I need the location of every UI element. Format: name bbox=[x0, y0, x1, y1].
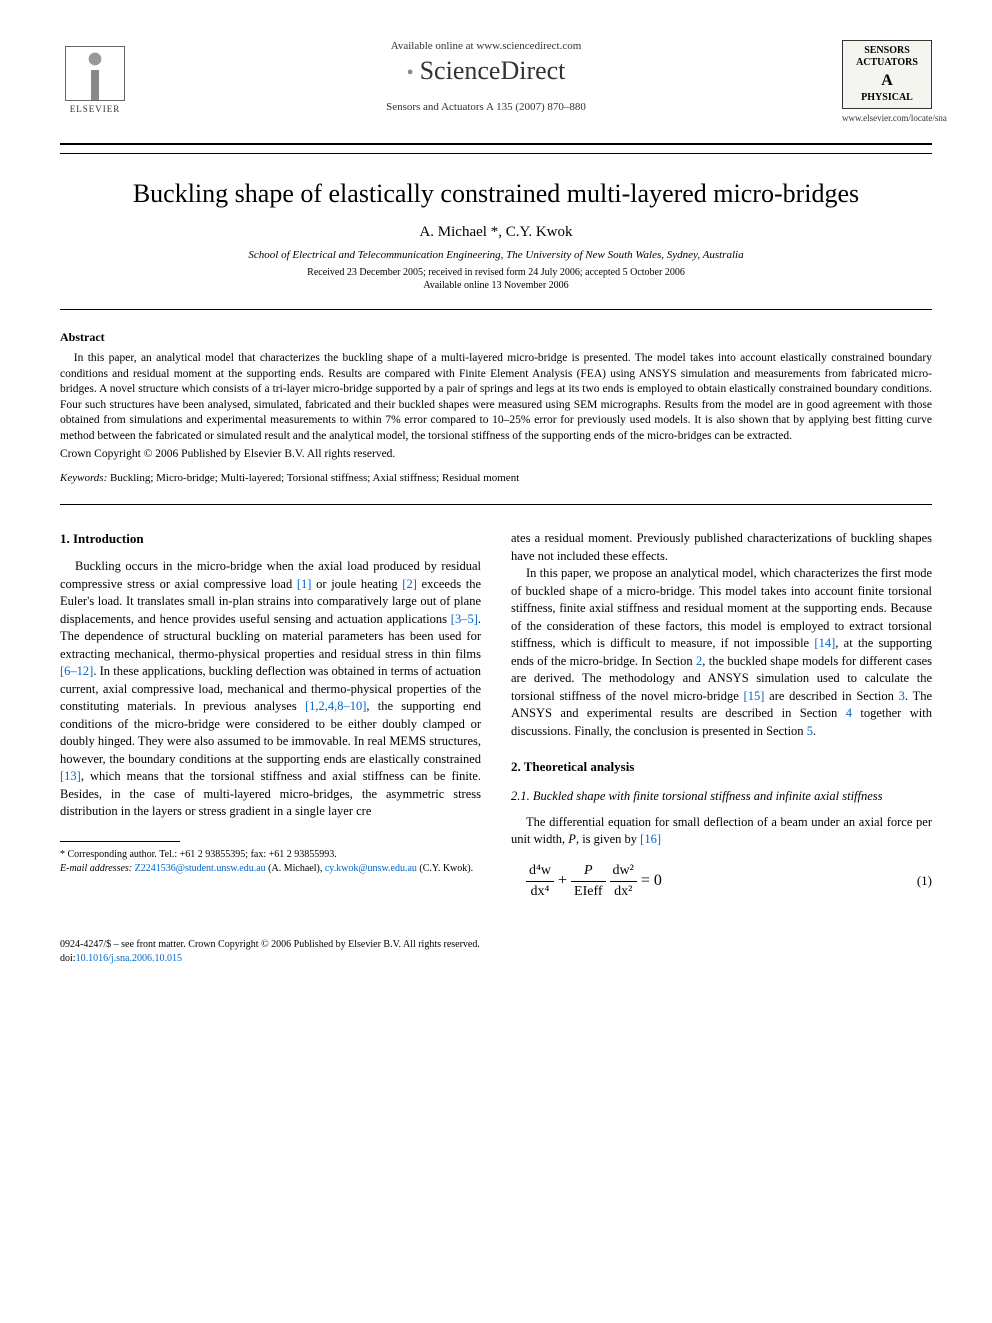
footer-copyright: 0924-4247/$ – see front matter. Crown Co… bbox=[60, 938, 932, 952]
citation-link[interactable]: [1,2,4,8–10] bbox=[305, 699, 366, 713]
rule-top-2 bbox=[60, 153, 932, 154]
email-link[interactable]: Z2241536@student.unsw.edu.au bbox=[135, 863, 266, 874]
corresponding-author-footnote: * Corresponding author. Tel.: +61 2 9385… bbox=[60, 848, 481, 876]
badge-line1: SENSORS bbox=[847, 45, 927, 57]
citation-link[interactable]: [16] bbox=[640, 832, 661, 846]
equals-zero: = 0 bbox=[641, 872, 662, 889]
abstract-copyright: Crown Copyright © 2006 Published by Else… bbox=[60, 448, 932, 460]
numerator: d⁴w bbox=[526, 861, 554, 882]
citation-link[interactable]: [1] bbox=[297, 577, 312, 591]
text: , which means that the torsional stiffne… bbox=[60, 769, 481, 818]
theory-paragraph-1: The differential equation for small defl… bbox=[511, 814, 932, 849]
intro-paragraph-2: In this paper, we propose an analytical … bbox=[511, 565, 932, 740]
abstract-text: In this paper, an analytical model that … bbox=[60, 351, 932, 444]
badge-line2: ACTUATORS bbox=[847, 57, 927, 69]
abstract-heading: Abstract bbox=[60, 330, 932, 345]
numerator: dw² bbox=[610, 861, 637, 882]
doi-label: doi: bbox=[60, 953, 76, 964]
text: . bbox=[813, 724, 816, 738]
numerator: P bbox=[571, 861, 606, 882]
rule-abstract-top bbox=[60, 309, 932, 310]
body-columns: 1. Introduction Buckling occurs in the m… bbox=[60, 530, 932, 913]
intro-paragraph-1: Buckling occurs in the micro-bridge when… bbox=[60, 558, 481, 821]
footer-doi: doi:10.1016/j.sna.2006.10.015 bbox=[60, 952, 932, 966]
equation-body: d⁴w dx⁴ + P EIeff dw² dx² = 0 bbox=[526, 861, 662, 901]
citation-link[interactable]: [3–5] bbox=[451, 612, 478, 626]
equation-1: d⁴w dx⁴ + P EIeff dw² dx² = 0 (1) bbox=[511, 861, 932, 901]
keywords-label: Keywords: bbox=[60, 472, 107, 484]
left-column: 1. Introduction Buckling occurs in the m… bbox=[60, 530, 481, 913]
intro-paragraph-1-cont: ates a residual moment. Previously publi… bbox=[511, 530, 932, 565]
equation-number: (1) bbox=[917, 872, 932, 890]
section-1-heading: 1. Introduction bbox=[60, 530, 481, 548]
elsevier-tree-icon bbox=[65, 46, 125, 101]
rule-top-1 bbox=[60, 143, 932, 145]
corr-author-line: * Corresponding author. Tel.: +61 2 9385… bbox=[60, 848, 481, 862]
authors: A. Michael *, C.Y. Kwok bbox=[60, 224, 932, 241]
footnote-separator bbox=[60, 841, 180, 842]
sciencedirect-logo: ScienceDirect bbox=[150, 56, 822, 86]
elsevier-label: ELSEVIER bbox=[70, 104, 121, 114]
citation-link[interactable]: [2] bbox=[402, 577, 417, 591]
variable-p: P bbox=[568, 832, 576, 846]
var: P bbox=[584, 863, 593, 878]
fraction-3: dw² dx² bbox=[610, 861, 637, 901]
dates-received: Received 23 December 2005; received in r… bbox=[60, 267, 932, 278]
available-online-text: Available online at www.sciencedirect.co… bbox=[150, 40, 822, 52]
section-2-heading: 2. Theoretical analysis bbox=[511, 758, 932, 776]
email-label: E-mail addresses: bbox=[60, 863, 135, 874]
badge-a: A bbox=[847, 71, 927, 90]
citation-link[interactable]: [6–12] bbox=[60, 664, 93, 678]
email-name: (C.Y. Kwok). bbox=[417, 863, 473, 874]
plus: + bbox=[558, 872, 571, 889]
center-header: Available online at www.sciencedirect.co… bbox=[130, 40, 842, 113]
keywords-row: Keywords: Buckling; Micro-bridge; Multi-… bbox=[60, 472, 932, 484]
journal-cover-logo: SENSORS ACTUATORS A PHYSICAL www.elsevie… bbox=[842, 40, 932, 123]
dates-online: Available online 13 November 2006 bbox=[60, 280, 932, 291]
text: , is given by bbox=[576, 832, 640, 846]
article-title: Buckling shape of elastically constraine… bbox=[60, 179, 932, 209]
right-column: ates a residual moment. Previously publi… bbox=[511, 530, 932, 913]
denominator: EIeff bbox=[571, 882, 606, 902]
elsevier-logo: ELSEVIER bbox=[60, 40, 130, 120]
page-header: ELSEVIER Available online at www.science… bbox=[60, 40, 932, 123]
section-2-1-heading: 2.1. Buckled shape with finite torsional… bbox=[511, 788, 932, 806]
abstract-section: Abstract In this paper, an analytical mo… bbox=[60, 330, 932, 484]
doi-link[interactable]: 10.1016/j.sna.2006.10.015 bbox=[76, 953, 182, 964]
journal-reference: Sensors and Actuators A 135 (2007) 870–8… bbox=[150, 101, 822, 113]
affiliation: School of Electrical and Telecommunicati… bbox=[60, 249, 932, 261]
email-line: E-mail addresses: Z2241536@student.unsw.… bbox=[60, 862, 481, 876]
citation-link[interactable]: [15] bbox=[744, 689, 765, 703]
citation-link[interactable]: [14] bbox=[814, 636, 835, 650]
page-footer: 0924-4247/$ – see front matter. Crown Co… bbox=[60, 938, 932, 966]
badge-line3: PHYSICAL bbox=[847, 92, 927, 104]
email-name: (A. Michael), bbox=[266, 863, 325, 874]
journal-url: www.elsevier.com/locate/sna bbox=[842, 113, 932, 123]
keywords-list: Buckling; Micro-bridge; Multi-layered; T… bbox=[107, 472, 519, 484]
fraction-2: P EIeff bbox=[571, 861, 606, 901]
denominator: dx² bbox=[610, 882, 637, 902]
text: are described in Section bbox=[764, 689, 898, 703]
email-link[interactable]: cy.kwok@unsw.edu.au bbox=[325, 863, 417, 874]
text: or joule heating bbox=[311, 577, 402, 591]
rule-abstract-bottom bbox=[60, 504, 932, 505]
citation-link[interactable]: [13] bbox=[60, 769, 81, 783]
denominator: dx⁴ bbox=[526, 882, 554, 902]
sensors-actuators-badge: SENSORS ACTUATORS A PHYSICAL bbox=[842, 40, 932, 109]
fraction-1: d⁴w dx⁴ bbox=[526, 861, 554, 901]
